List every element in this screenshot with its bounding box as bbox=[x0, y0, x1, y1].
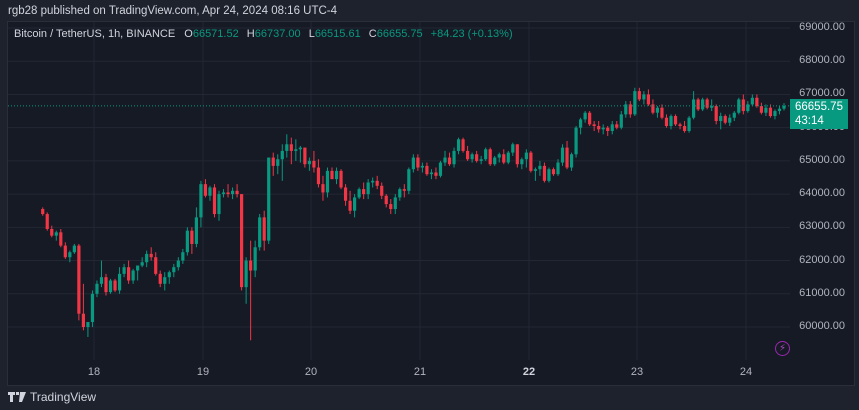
price-tick-label: 61000.00 bbox=[799, 286, 845, 299]
price-tick-label: 63000.00 bbox=[799, 220, 845, 233]
bar-countdown: 43:14 bbox=[795, 114, 824, 127]
tradingview-logo-icon bbox=[8, 392, 26, 402]
date-tick-label: 24 bbox=[739, 366, 753, 378]
low-value: 66515.61 bbox=[314, 28, 361, 40]
last-price-badge: 66655.75 43:14 bbox=[790, 98, 848, 129]
price-tick-label: 67000.00 bbox=[799, 87, 845, 100]
change-value: +84.23 (+0.13%) bbox=[430, 28, 513, 40]
price-tick-label: 60000.00 bbox=[799, 320, 845, 332]
date-tick-label: 21 bbox=[413, 366, 427, 378]
price-tick-label: 65000.00 bbox=[799, 153, 845, 166]
open-value: 66571.52 bbox=[192, 28, 239, 40]
lightning-bolt-icon[interactable]: ⚡︎ bbox=[775, 341, 790, 356]
symbol-title: Bitcoin / TetherUS, 1h, BINANCE bbox=[14, 28, 176, 40]
date-tick-label: 23 bbox=[630, 366, 644, 378]
high-key: H bbox=[246, 28, 255, 40]
low-key: L bbox=[308, 28, 315, 40]
price-tick-label: 64000.00 bbox=[799, 187, 845, 200]
price-tick-label: 68000.00 bbox=[799, 54, 845, 67]
close-value: 66655.75 bbox=[376, 28, 423, 40]
chart-frame[interactable] bbox=[7, 21, 855, 386]
date-tick-label: 20 bbox=[304, 366, 318, 378]
close-key: C bbox=[368, 28, 377, 40]
date-tick-label: 22 bbox=[522, 366, 536, 378]
date-tick-label: 18 bbox=[87, 366, 101, 378]
high-value: 66737.00 bbox=[254, 28, 301, 40]
date-tick-label: 19 bbox=[196, 366, 210, 378]
last-price-value: 66655.75 bbox=[795, 100, 843, 113]
ohlc-legend: Bitcoin / TetherUS, 1h, BINANCE O66571.5… bbox=[14, 28, 513, 40]
price-tick-label: 69000.00 bbox=[799, 21, 845, 33]
price-tick-label: 62000.00 bbox=[799, 253, 845, 266]
published-info: rgb28 published on TradingView.com, Apr … bbox=[8, 5, 338, 17]
brand-name: TradingView bbox=[30, 390, 97, 404]
open-key: O bbox=[184, 28, 193, 40]
tradingview-brand[interactable]: TradingView bbox=[8, 390, 96, 404]
